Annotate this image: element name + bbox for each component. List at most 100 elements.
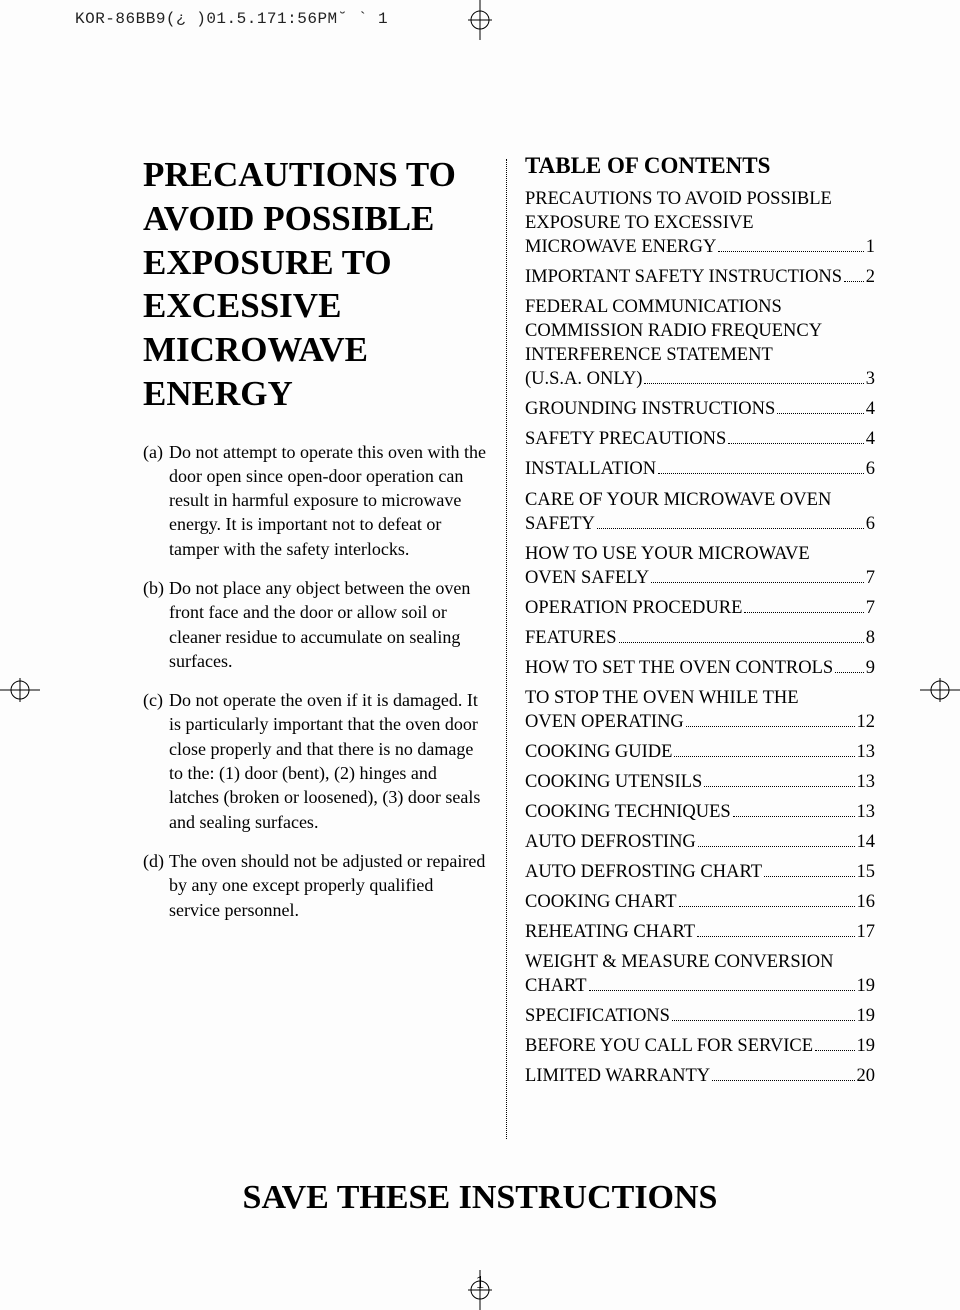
toc-leader <box>651 582 864 583</box>
toc-page-number: 19 <box>857 974 876 998</box>
toc-entry-last-line: SAFETY PRECAUTIONS <box>525 427 726 451</box>
toc-entry: REHEATING CHART17 <box>525 920 875 944</box>
toc-entry: COOKING CHART 16 <box>525 890 875 914</box>
precaution-text: Do not attempt to operate this oven with… <box>169 440 488 561</box>
toc-leader <box>619 642 864 643</box>
toc-page-number: 17 <box>857 920 876 944</box>
toc-leader <box>718 251 863 252</box>
toc-entry-label: WEIGHT & MEASURE CONVERSION <box>525 950 875 974</box>
toc-entry-last-line: CHART <box>525 974 587 998</box>
toc-leader <box>674 756 854 757</box>
precaution-marker: (b) <box>143 576 169 673</box>
toc-page-number: 4 <box>866 397 875 421</box>
toc-leader <box>733 816 855 817</box>
toc-leader <box>644 383 863 384</box>
toc-entry: COOKING TECHNIQUES 13 <box>525 800 875 824</box>
toc-page-number: 9 <box>866 656 875 680</box>
toc-title: TABLE OF CONTENTS <box>525 153 875 179</box>
toc-leader <box>764 876 854 877</box>
precaution-text: The oven should not be adjusted or repai… <box>169 849 488 922</box>
toc-leader <box>777 413 863 414</box>
toc-entry: HOW TO USE YOUR MICROWAVEOVEN SAFELY7 <box>525 542 875 590</box>
precaution-item: (b)Do not place any object between the o… <box>143 576 488 673</box>
toc-entry-last-line: BEFORE YOU CALL FOR SERVICE <box>525 1034 813 1058</box>
toc-entry: COOKING GUIDE 13 <box>525 740 875 764</box>
document-page: KOR-86BB9(¿ )01.5.171:56PM˘ ` 1 PRECAUTI… <box>0 0 960 1310</box>
toc-leader <box>658 473 864 474</box>
toc-entry-last-line: COOKING TECHNIQUES <box>525 800 731 824</box>
toc-entry: AUTO DEFROSTING 14 <box>525 830 875 854</box>
toc-leader <box>597 528 864 529</box>
toc-entry-last-line: SAFETY <box>525 512 595 536</box>
toc-page-number: 16 <box>857 890 876 914</box>
toc-entry-last-line: LIMITED WARRANTY <box>525 1064 710 1088</box>
toc-entry: IMPORTANT SAFETY INSTRUCTIONS 2 <box>525 265 875 289</box>
toc-entry-label: CARE OF YOUR MICROWAVE OVEN <box>525 488 875 512</box>
precaution-list: (a)Do not attempt to operate this oven w… <box>143 440 488 922</box>
toc-entry-last-line: IMPORTANT SAFETY INSTRUCTIONS <box>525 265 842 289</box>
toc-entry-last-line: AUTO DEFROSTING CHART <box>525 860 762 884</box>
toc-entry-label: PRECAUTIONS TO AVOID POSSIBLE EXPOSURE T… <box>525 187 875 235</box>
toc-page-number: 15 <box>857 860 876 884</box>
save-instructions-heading: SAVE THESE INSTRUCTIONS <box>0 1179 960 1217</box>
toc-entry-last-line: COOKING GUIDE <box>525 740 672 764</box>
precaution-item: (a)Do not attempt to operate this oven w… <box>143 440 488 561</box>
toc-entry: SPECIFICATIONS 19 <box>525 1004 875 1028</box>
toc-leader <box>712 1080 854 1081</box>
left-column: PRECAUTIONS TO AVOID POSSIBLE EXPOSURE T… <box>143 153 488 1139</box>
precautions-title: PRECAUTIONS TO AVOID POSSIBLE EXPOSURE T… <box>143 153 488 416</box>
toc-page-number: 6 <box>866 512 875 536</box>
toc-leader <box>589 990 855 991</box>
content-area: PRECAUTIONS TO AVOID POSSIBLE EXPOSURE T… <box>0 28 960 1139</box>
toc-entry: CARE OF YOUR MICROWAVE OVENSAFETY 6 <box>525 488 875 536</box>
precaution-text: Do not place any object between the oven… <box>169 576 488 673</box>
toc-entry-label: FEDERAL COMMUNICATIONS COMMISSION RADIO … <box>525 295 875 367</box>
toc-page-number: 19 <box>857 1004 876 1028</box>
crop-mark-left-icon <box>0 670 40 710</box>
toc-entry: LIMITED WARRANTY 20 <box>525 1064 875 1088</box>
crop-mark-right-icon <box>920 670 960 710</box>
toc-page-number: 2 <box>866 265 875 289</box>
toc-page-number: 13 <box>857 740 876 764</box>
toc-page-number: 3 <box>866 367 875 391</box>
toc-leader <box>744 612 863 613</box>
toc-entry-last-line: FEATURES <box>525 626 617 650</box>
toc-leader <box>672 1020 855 1021</box>
toc-page-number: 19 <box>857 1034 876 1058</box>
toc-entry: WEIGHT & MEASURE CONVERSIONCHART 19 <box>525 950 875 998</box>
toc-leader <box>704 786 854 787</box>
toc-entry: INSTALLATION6 <box>525 457 875 481</box>
toc-entry: SAFETY PRECAUTIONS4 <box>525 427 875 451</box>
toc-entry: AUTO DEFROSTING CHART 15 <box>525 860 875 884</box>
toc-page-number: 14 <box>857 830 876 854</box>
toc-entry: OPERATION PROCEDURE7 <box>525 596 875 620</box>
toc-entry-last-line: HOW TO SET THE OVEN CONTROLS <box>525 656 833 680</box>
precaution-marker: (d) <box>143 849 169 922</box>
toc-entry-last-line: SPECIFICATIONS <box>525 1004 670 1028</box>
toc-entry-last-line: COOKING CHART <box>525 890 677 914</box>
toc-page-number: 13 <box>857 770 876 794</box>
toc-list: PRECAUTIONS TO AVOID POSSIBLE EXPOSURE T… <box>525 187 875 1089</box>
toc-leader <box>686 726 855 727</box>
toc-entry-label: TO STOP THE OVEN WHILE THE <box>525 686 875 710</box>
toc-entry-last-line: AUTO DEFROSTING <box>525 830 696 854</box>
toc-leader <box>698 846 855 847</box>
toc-page-number: 7 <box>866 566 875 590</box>
toc-entry: GROUNDING INSTRUCTIONS 4 <box>525 397 875 421</box>
toc-entry: BEFORE YOU CALL FOR SERVICE 19 <box>525 1034 875 1058</box>
toc-leader <box>728 443 863 444</box>
toc-leader <box>697 936 854 937</box>
toc-page-number: 20 <box>857 1064 876 1088</box>
toc-entry-last-line: COOKING UTENSILS <box>525 770 702 794</box>
toc-leader <box>844 281 864 282</box>
toc-entry: FEATURES8 <box>525 626 875 650</box>
right-column: TABLE OF CONTENTS PRECAUTIONS TO AVOID P… <box>525 153 875 1139</box>
toc-leader <box>835 672 864 673</box>
toc-entry-last-line: GROUNDING INSTRUCTIONS <box>525 397 775 421</box>
crop-mark-top-icon <box>460 0 500 40</box>
toc-leader <box>815 1050 854 1051</box>
toc-page-number: 1 <box>866 235 875 259</box>
precaution-item: (d)The oven should not be adjusted or re… <box>143 849 488 922</box>
toc-page-number: 13 <box>857 800 876 824</box>
precaution-item: (c)Do not operate the oven if it is dama… <box>143 688 488 834</box>
